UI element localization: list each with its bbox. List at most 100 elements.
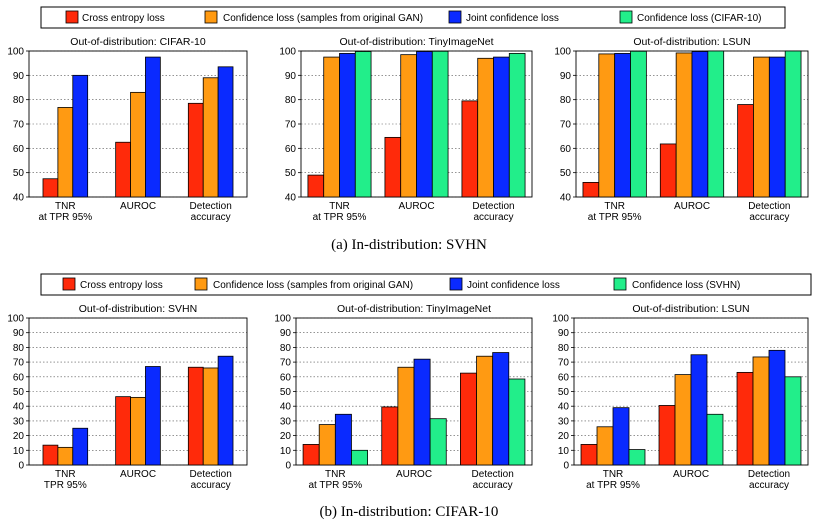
category-label: Detection <box>472 469 514 480</box>
category-label: Detection <box>190 201 232 212</box>
y-tick-label: 70 <box>280 358 292 369</box>
y-tick-label: 0 <box>18 461 24 472</box>
bar <box>397 366 415 466</box>
y-tick-label: 90 <box>13 328 25 339</box>
bar <box>431 50 449 198</box>
y-tick-label: 40 <box>285 193 297 204</box>
bar <box>659 143 677 198</box>
y-tick-label: 0 <box>285 461 291 472</box>
category-label: TNR <box>55 469 76 480</box>
y-tick-label: 90 <box>560 71 572 82</box>
chart-title: Out-of-distribution: SVHN <box>79 303 197 315</box>
bar <box>334 413 352 466</box>
y-tick-label: 50 <box>13 168 25 179</box>
y-tick-label: 60 <box>13 372 25 383</box>
y-tick-label: 90 <box>285 71 297 82</box>
bar <box>690 354 708 466</box>
bar <box>477 57 494 198</box>
legend-label: Cross entropy loss <box>82 13 165 24</box>
y-tick-label: 10 <box>280 446 292 457</box>
charts: Out-of-distribution: CIFAR-10 40 50 60 70 80 9… <box>7 36 809 491</box>
legend-swatch <box>194 277 208 291</box>
y-tick-label: 50 <box>280 387 292 398</box>
category-label: at TPR 95% <box>308 480 362 491</box>
legend-swatch <box>448 10 462 24</box>
y-tick-label: 100 <box>279 47 296 58</box>
y-tick-label: 20 <box>13 431 25 442</box>
legend-swatch <box>449 277 463 291</box>
y-tick-label: 100 <box>552 314 569 325</box>
category-label: at TPR 95% <box>313 212 367 223</box>
category-label: Detection <box>748 201 790 212</box>
bar <box>381 406 399 466</box>
y-tick-label: 80 <box>13 95 25 106</box>
bar <box>302 444 320 466</box>
bar <box>691 51 709 198</box>
y-tick-label: 100 <box>7 47 24 58</box>
bar <box>753 56 770 198</box>
category-label: AUROC <box>120 201 156 212</box>
chart-title: Out-of-distribution: TinyImageNet <box>339 36 493 48</box>
bar <box>658 405 676 466</box>
legend-panel-b: Cross entropy loss Confidence loss (sampl… <box>40 273 812 296</box>
chart-2: Out-of-distribution: TinyImageNet 40 50 60 7… <box>279 36 533 223</box>
y-tick-label: 100 <box>7 314 24 325</box>
bar <box>318 424 336 466</box>
category-label: accuracy <box>749 212 789 223</box>
category-label: TNR <box>603 469 624 480</box>
chart-5: Out-of-distribution: TinyImageNet 0 10 20 30… <box>274 303 533 491</box>
bar <box>202 367 219 466</box>
y-tick-label: 60 <box>280 372 292 383</box>
bar <box>400 54 417 198</box>
legend-label: Confidence loss (samples from original G… <box>223 13 423 24</box>
y-tick-label: 90 <box>13 71 25 82</box>
chart-title: Out-of-distribution: LSUN <box>633 36 750 48</box>
legend-swatch <box>62 277 76 291</box>
y-tick-label: 50 <box>560 168 572 179</box>
bar <box>187 366 204 466</box>
chart-4: Out-of-distribution: SVHN 0 10 20 30 40 50 60 70… <box>7 303 248 491</box>
bar <box>416 51 433 198</box>
legend-swatch <box>204 10 218 24</box>
category-label: AUROC <box>398 201 434 212</box>
bar <box>42 444 59 466</box>
category-label: AUROC <box>396 469 432 480</box>
bar <box>493 56 510 198</box>
bar <box>768 349 786 466</box>
bar <box>429 418 447 466</box>
y-tick-label: 60 <box>13 144 25 155</box>
bar <box>598 53 616 198</box>
bar <box>42 178 59 198</box>
y-tick-label: 80 <box>558 343 570 354</box>
bar <box>461 100 479 198</box>
y-tick-label: 40 <box>280 402 292 413</box>
legend-panel-a: Cross entropy loss Confidence loss (sampl… <box>40 6 786 29</box>
caption-panel-a: (a) In-distribution: SVHN <box>331 237 487 253</box>
y-tick-label: 80 <box>13 343 25 354</box>
bar <box>674 374 692 466</box>
bar <box>307 174 325 198</box>
bar <box>115 141 131 198</box>
category-label: accuracy <box>749 480 789 491</box>
bar <box>57 446 74 466</box>
category-label: accuracy <box>473 212 513 223</box>
bar <box>784 376 802 466</box>
chart-3: Out-of-distribution: LSUN 40 50 60 70 80 90 100… <box>554 36 809 223</box>
bar <box>384 136 402 198</box>
caption-panel-b: (b) In-distribution: CIFAR-10 <box>320 504 499 520</box>
bar <box>217 355 234 466</box>
category-label: TNR <box>55 201 76 212</box>
bar <box>187 102 204 198</box>
bar <box>217 66 234 198</box>
bar <box>57 107 74 198</box>
y-tick-label: 90 <box>558 328 570 339</box>
y-tick-label: 50 <box>285 168 297 179</box>
bar <box>145 56 161 198</box>
bar <box>145 366 161 466</box>
bar <box>202 77 219 198</box>
chart-1: Out-of-distribution: CIFAR-10 40 50 60 70 80 9… <box>7 36 248 223</box>
y-tick-label: 40 <box>13 402 25 413</box>
bar <box>72 427 89 466</box>
bar <box>351 449 368 466</box>
